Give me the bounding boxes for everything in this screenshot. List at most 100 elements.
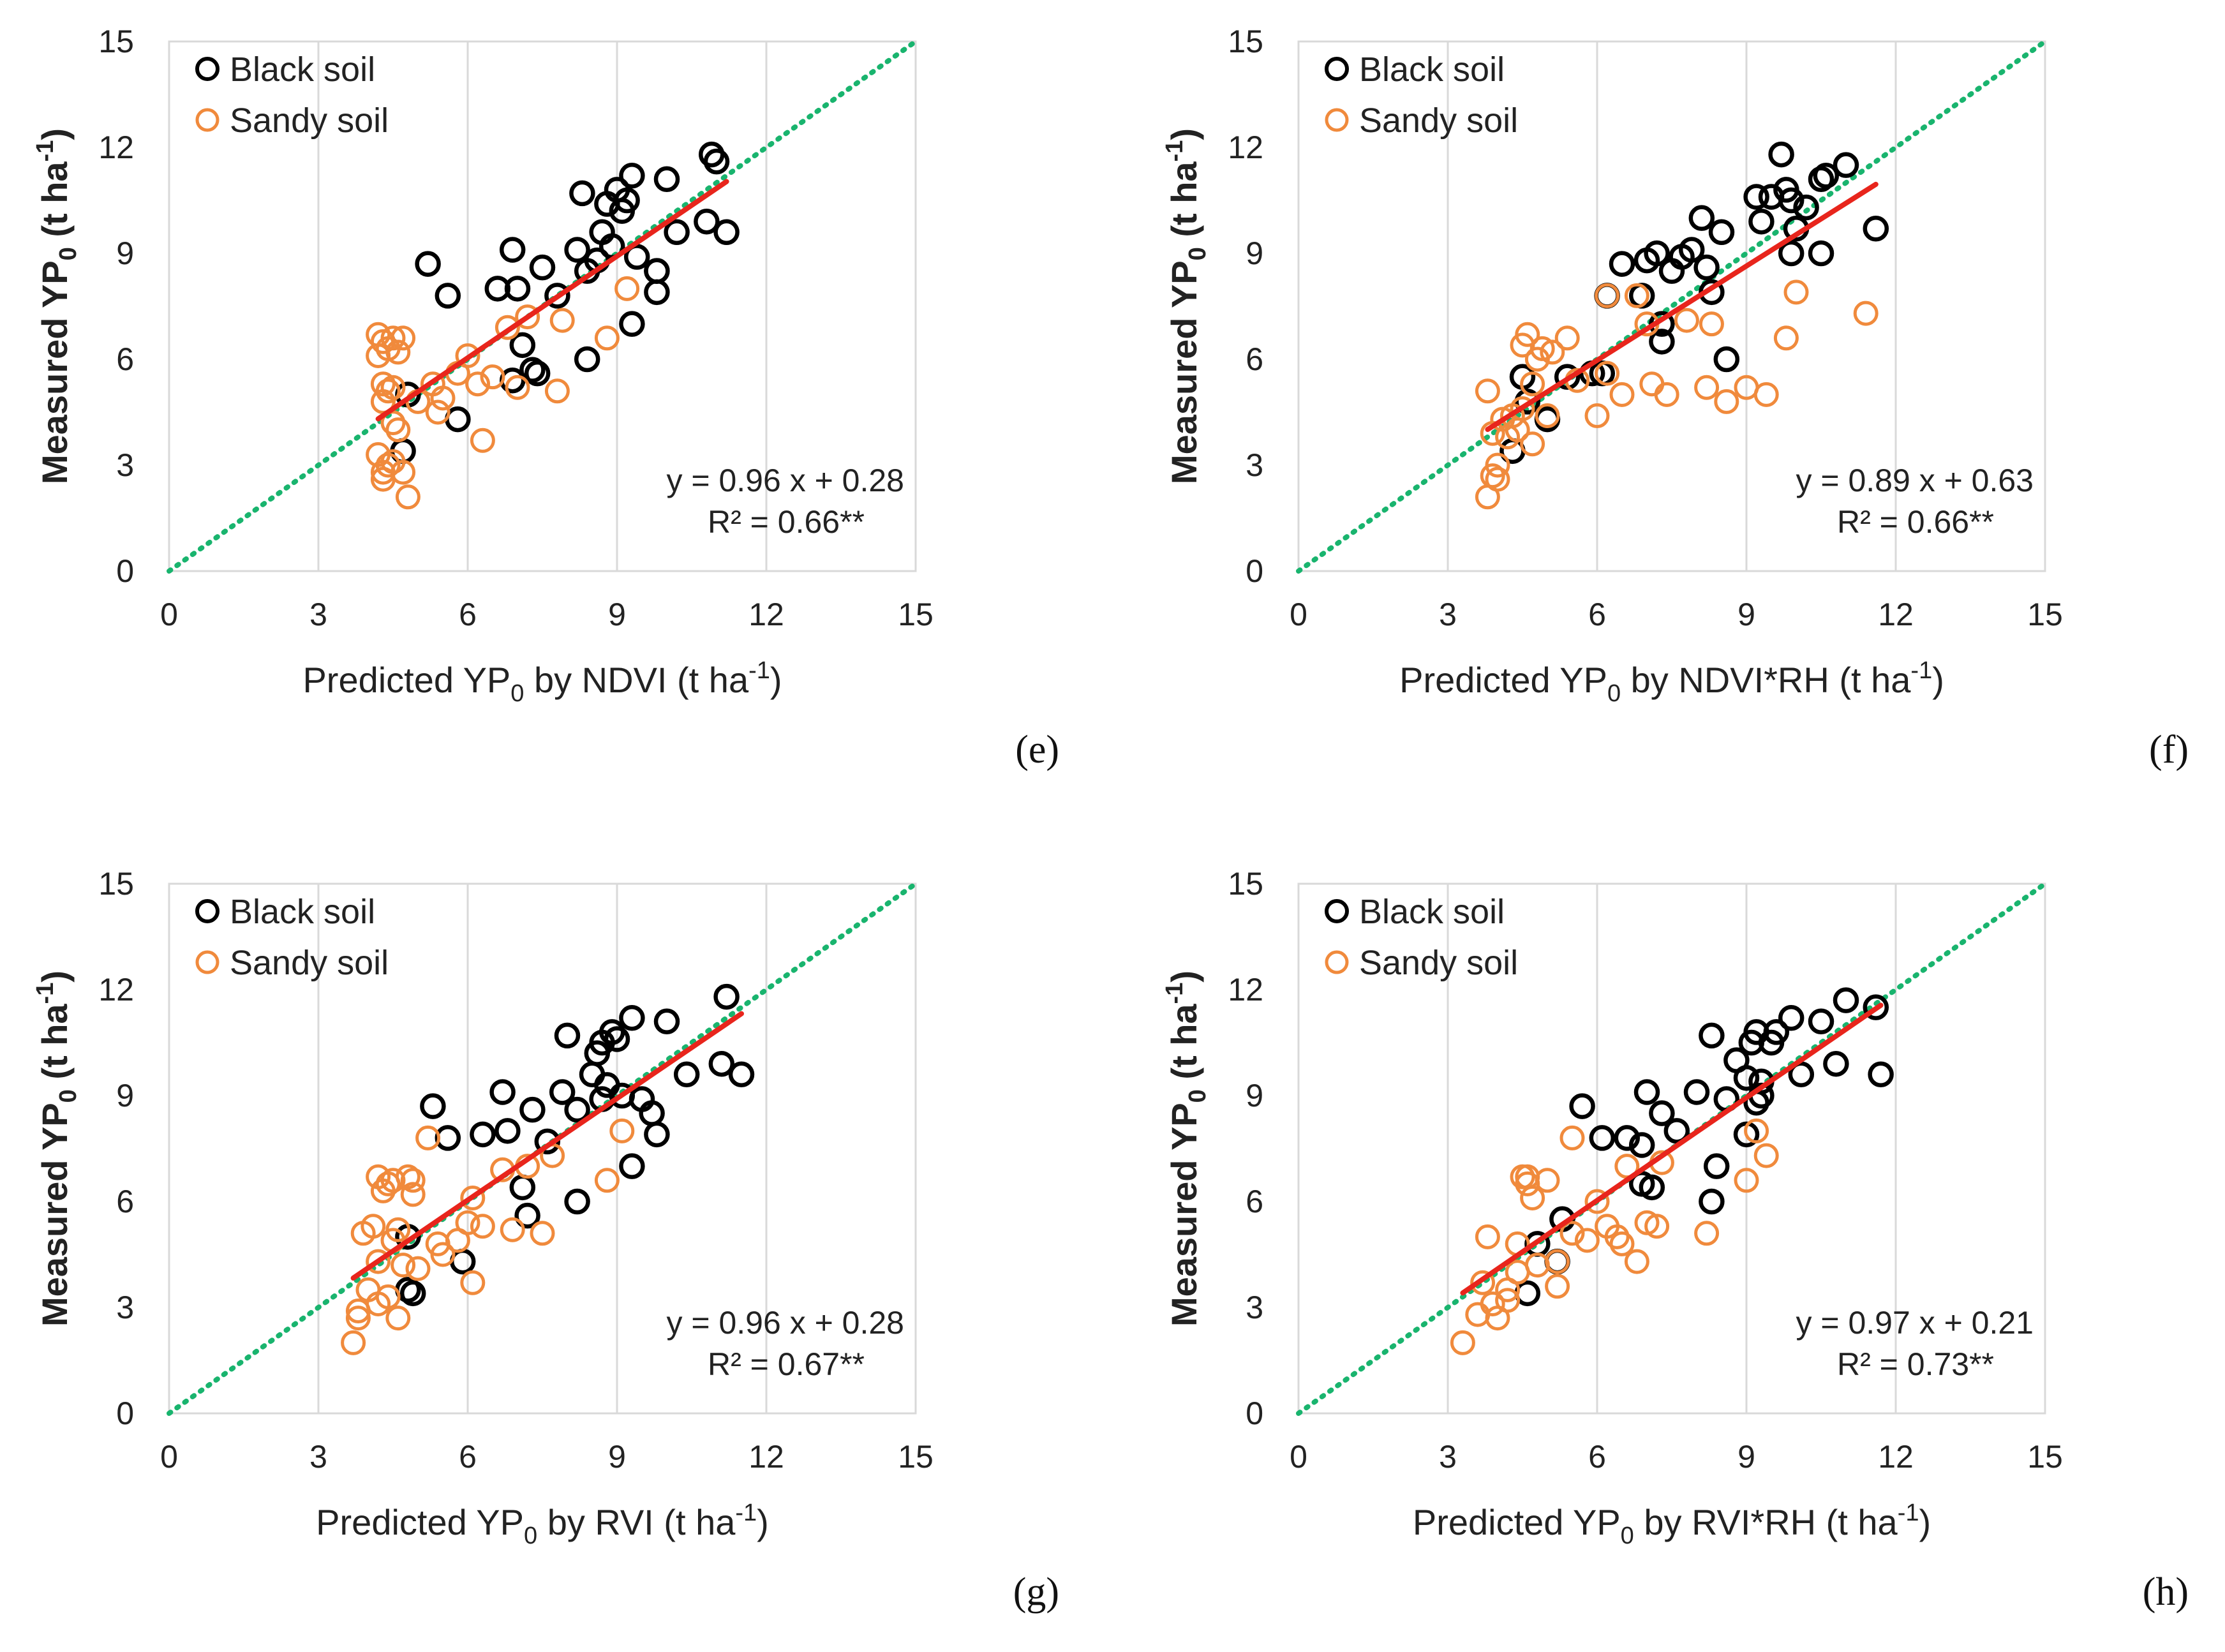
y-tick-label: 6 — [116, 1184, 134, 1219]
sandy-soil-point — [515, 304, 540, 330]
sandy-soil-point — [549, 308, 575, 333]
black-soil-point — [504, 276, 531, 302]
x-tick-label: 12 — [1878, 1439, 1914, 1475]
black-soil-point — [1649, 329, 1675, 355]
sandy-soil-point — [544, 378, 570, 404]
black-soil-point — [564, 237, 590, 263]
sandy-soil-point — [1773, 325, 1799, 351]
sandy-soil-point — [1559, 1125, 1585, 1150]
sandy-soil-point — [480, 364, 505, 390]
black-soil-point — [470, 1121, 496, 1148]
legend-label-sandy-soil: Sandy soil — [1359, 101, 1518, 140]
black-soil-point — [564, 1096, 590, 1123]
black-soil-point — [1733, 1065, 1760, 1091]
sandy-soil-point — [400, 1168, 426, 1193]
sandy-soil-point — [1639, 371, 1665, 397]
plot-border — [168, 40, 917, 572]
y-tick-label: 6 — [1246, 1184, 1263, 1219]
black-soil-point — [499, 367, 526, 394]
x-tick-label: 9 — [1738, 597, 1755, 632]
y-tick-label: 6 — [1246, 341, 1263, 377]
sandy-soil-point — [1465, 1302, 1491, 1327]
regression-line — [1460, 1002, 1884, 1296]
legend-marker-black-soil — [1325, 899, 1349, 923]
sandy-soil-point — [455, 1210, 480, 1235]
sandy-soil-point — [1674, 308, 1699, 333]
sandy-soil-point — [1520, 431, 1545, 457]
black-soil-point — [644, 258, 670, 284]
sandy-soil-point — [1515, 322, 1540, 347]
x-tick-label: 3 — [1439, 597, 1457, 632]
sandy-soil-point — [460, 1270, 486, 1295]
plot-area — [168, 882, 917, 1415]
sandy-soil-point — [385, 417, 411, 443]
y-axis-label: Measured YP0 (t ha-1) — [32, 128, 82, 484]
x-tick-label: 0 — [1290, 597, 1307, 632]
black-soil-series — [390, 141, 740, 465]
black-soil-point — [435, 1125, 461, 1151]
black-soil-point — [619, 1153, 645, 1179]
sandy-soil-point — [1535, 1168, 1560, 1193]
sandy-soil-point — [1545, 1249, 1570, 1274]
sandy-soil-point — [1744, 1118, 1769, 1143]
sandy-soil-point — [465, 371, 491, 397]
sandy-soil-point — [1535, 403, 1560, 429]
legend-marker-sandy-soil — [1325, 950, 1349, 974]
panel-label: (g) — [1013, 1570, 1059, 1614]
plot-border — [1297, 882, 2046, 1415]
black-soil-point — [1823, 1050, 1849, 1077]
r-squared-label: R² = 0.66** — [708, 504, 865, 540]
sandy-soil-point — [430, 385, 456, 411]
regression-line — [350, 1011, 744, 1281]
black-soil-point — [644, 1121, 670, 1148]
legend-label-black-soil: Black soil — [1359, 893, 1505, 931]
sandy-soil-point — [341, 1330, 366, 1355]
sandy-soil-point — [391, 1253, 416, 1278]
sandy-soil-point — [1495, 1288, 1521, 1313]
sandy-soil-point — [1734, 1168, 1759, 1193]
x-tick-label: 6 — [459, 597, 477, 632]
sandy-soil-point — [1584, 1189, 1610, 1214]
y-tick-label: 0 — [1246, 1395, 1263, 1431]
x-tick-label: 12 — [748, 1439, 784, 1475]
black-soil-point — [713, 983, 740, 1010]
sandy-soil-point — [1515, 1164, 1540, 1189]
sandy-soil-point — [1540, 339, 1565, 365]
sandy-soil-point — [1480, 420, 1505, 446]
black-soil-point — [604, 1026, 630, 1052]
black-soil-point — [653, 166, 680, 193]
black-soil-point — [1813, 163, 1840, 189]
y-tick-label: 15 — [1228, 866, 1263, 902]
black-soil-point — [1688, 205, 1715, 231]
panel-label: (e) — [1015, 728, 1059, 771]
y-tick-label: 3 — [1246, 447, 1263, 483]
chart-panel-g: 0 3 6 9 12 15 0 3 6 9 12 15 Black soil Sandy soil y = … — [0, 842, 1085, 1633]
black-soil-series — [395, 983, 755, 1307]
black-soil-point — [1808, 240, 1834, 267]
sandy-soil-point — [1604, 1224, 1630, 1249]
black-soil-point — [614, 187, 640, 214]
x-axis-label: Predicted YP0 by RVI*RH (t ha-1) — [1413, 1499, 1931, 1549]
x-tick-label: 3 — [309, 597, 327, 632]
legend: Black soil Sandy soil — [1325, 893, 1518, 982]
chart-panel-f: 0 3 6 9 12 15 0 3 6 9 12 15 Black soil Sandy soil y = … — [1129, 0, 2214, 791]
x-tick-label: 0 — [160, 597, 178, 632]
y-tick-label: 3 — [1246, 1290, 1263, 1325]
black-soil-point — [435, 283, 461, 309]
sandy-soil-point — [1624, 283, 1649, 308]
x-tick-label: 15 — [898, 597, 934, 632]
sandy-soil-point — [1554, 325, 1580, 351]
y-tick-label: 15 — [1228, 24, 1263, 59]
sandy-soil-point — [391, 325, 416, 351]
sandy-soil-series — [1450, 1118, 1779, 1355]
x-tick-label: 0 — [1290, 1439, 1307, 1475]
black-soil-point — [1628, 283, 1655, 309]
legend-marker-sandy-soil — [1325, 108, 1349, 132]
sandy-soil-point — [1595, 283, 1620, 308]
legend: Black soil Sandy soil — [1325, 50, 1518, 140]
sandy-soil-point — [1470, 1270, 1496, 1295]
x-tick-label: 6 — [459, 1439, 477, 1475]
x-tick-label: 3 — [309, 1439, 327, 1475]
black-soil-point — [1589, 1125, 1616, 1151]
x-tick-label: 6 — [1588, 597, 1606, 632]
